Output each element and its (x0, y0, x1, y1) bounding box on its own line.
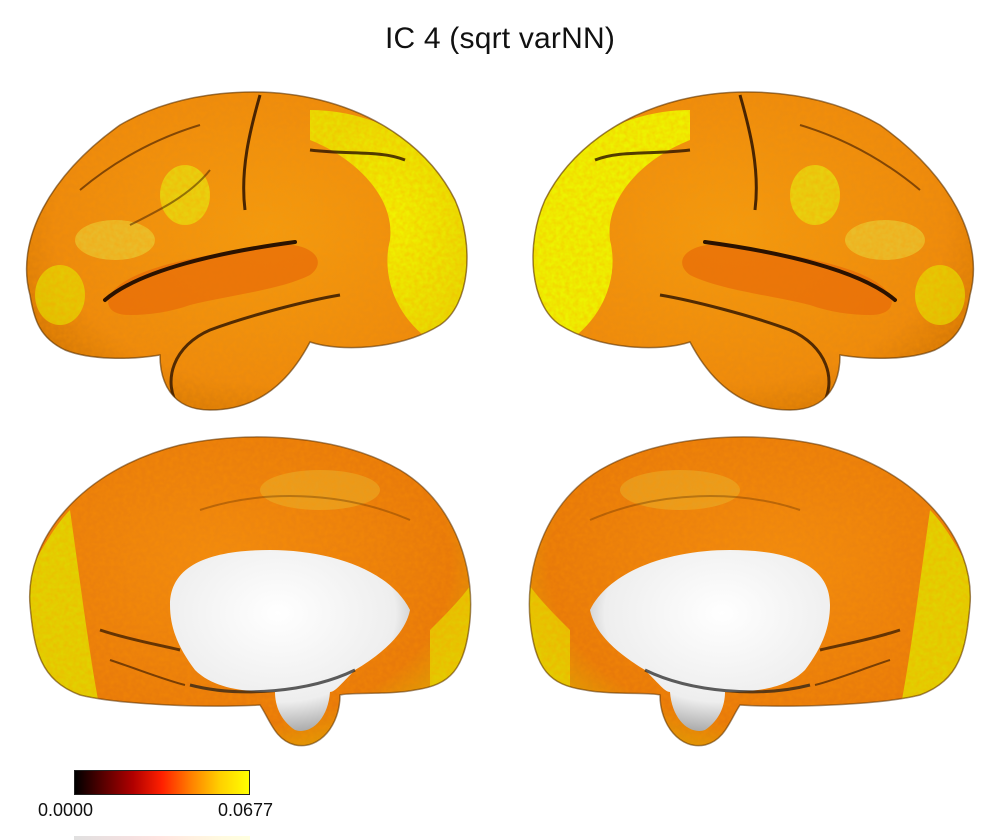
brain-medial-left-view (10, 430, 480, 765)
brain-lateral-left-view (10, 80, 480, 415)
colorbar-reflection (74, 836, 250, 840)
brain-lateral-right-surface (532, 91, 975, 411)
brain-medial-left-surface (28, 436, 472, 747)
figure-title: IC 4 (sqrt varNN) (384, 22, 616, 55)
colorbar-min-label: 0.0000 (38, 800, 94, 820)
brain-medial-right-view (520, 430, 990, 765)
brain-lateral-right-view (520, 80, 990, 415)
colorbar-max-label: 0.0677 (218, 800, 274, 820)
colorbar (74, 770, 250, 795)
brain-medial-right-surface (528, 436, 972, 747)
brain-lateral-left-surface (25, 91, 468, 411)
